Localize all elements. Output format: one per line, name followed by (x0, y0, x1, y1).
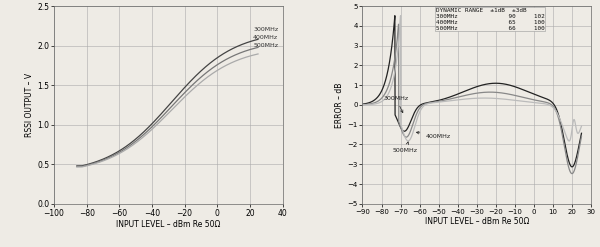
Y-axis label: ERROR – dB: ERROR – dB (335, 82, 344, 128)
Text: 500MHz: 500MHz (393, 142, 418, 153)
Y-axis label: RSSI OUTPUT – V: RSSI OUTPUT – V (25, 73, 34, 137)
Text: 300MHz: 300MHz (383, 96, 409, 113)
Text: 300MHz: 300MHz (253, 27, 278, 32)
Text: DYNAMIC RANGE  ±1dB  ±3dB
300MHz              90     102
400MHz              65 : DYNAMIC RANGE ±1dB ±3dB 300MHz 90 102 40… (436, 8, 544, 31)
Text: 400MHz: 400MHz (253, 35, 278, 40)
X-axis label: INPUT LEVEL – dBm Re 50Ω: INPUT LEVEL – dBm Re 50Ω (425, 217, 529, 226)
X-axis label: INPUT LEVEL – dBm Re 50Ω: INPUT LEVEL – dBm Re 50Ω (116, 220, 220, 229)
Text: 500MHz: 500MHz (253, 43, 278, 48)
Text: 400MHz: 400MHz (416, 131, 451, 139)
